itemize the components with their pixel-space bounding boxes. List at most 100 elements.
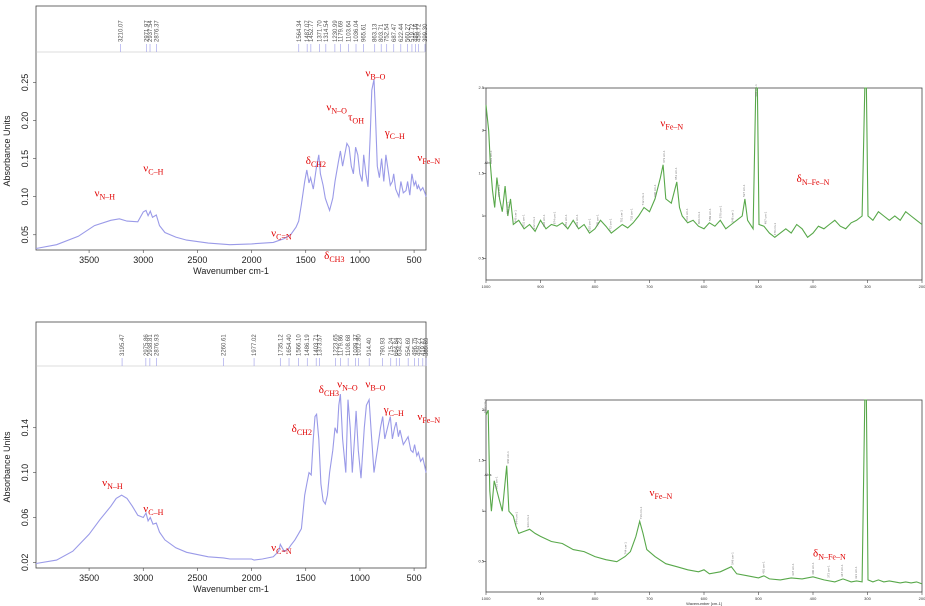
peak-marker: 1039.37 [354, 334, 360, 366]
y-tick-label: 1.5 [478, 458, 484, 463]
peak-marker: 664.84 [394, 337, 400, 366]
x-tick-label: 600 [701, 596, 708, 601]
x-tick-label: 3000 [133, 255, 153, 265]
raman-peak-label: 944 cm-1 [515, 511, 519, 524]
band-annotation: νC=N [271, 542, 292, 556]
raman-peak-label: 548 cm-1 [730, 210, 734, 223]
raman-peak-label: 716 cm-1 [639, 506, 643, 519]
y-axis-label: Absorbance Units [2, 115, 12, 187]
peak-marker: 554.69 [406, 337, 412, 366]
y-tick-label: 0.5 [478, 559, 484, 564]
x-tick-label: 200 [919, 596, 925, 601]
peak-marker: 1036.04 [354, 20, 360, 52]
peak-marker: 1564.34 [297, 20, 303, 52]
peak-label: 2971.97 [144, 20, 150, 42]
peak-label: 459.27 [416, 337, 422, 356]
peak-marker: 389.69 [424, 337, 430, 366]
band-annotation: νFe–N [660, 117, 683, 131]
peak-marker: 803.71 [379, 23, 385, 52]
x-tick-label: 200 [919, 284, 925, 289]
peak-marker: 1566.10 [297, 334, 303, 366]
raman-peak-label: 981 cm-1 [494, 476, 498, 489]
y-axis-label: Abs [485, 472, 492, 477]
y-tick-label: 2.5 [478, 85, 484, 90]
peak-marker: 1230.99 [333, 20, 339, 52]
peak-marker: 2937.54 [148, 20, 154, 52]
peak-marker: 1179.86 [338, 334, 344, 366]
peak-label: 1486.19 [305, 334, 311, 356]
band-annotation: δN–Fe–N [797, 173, 830, 187]
x-tick-label: 2500 [187, 255, 207, 265]
x-tick-label: 1000 [482, 596, 492, 601]
peak-label: 1230.99 [333, 20, 339, 42]
y-tick-label: 0.15 [20, 150, 30, 168]
peak-marker: 459.27 [416, 337, 422, 366]
band-annotation: νFe–N [417, 152, 440, 166]
peak-marker: 1977.02 [252, 334, 258, 366]
peak-label: 389.69 [424, 337, 430, 356]
peak-label: 2876.93 [155, 334, 161, 356]
peak-label: 2975.86 [144, 334, 150, 356]
peak-marker: 1403.71 [314, 334, 320, 366]
y-tick-label: 0.10 [20, 188, 30, 206]
plot-frame [35, 321, 427, 569]
y-tick-label: 1 [482, 213, 485, 218]
spectrum-line [485, 399, 923, 585]
raman-peak-label: 923 cm-1 [526, 515, 530, 528]
ir-spectrum-bottom: 3195.47 2975.86 2938.81 2876.93 2260.61 1977.… [0, 316, 466, 606]
band-annotation: δN–Fe–N [813, 548, 846, 562]
x-axis-label: Wavenumber cm-1 [193, 584, 269, 594]
band-annotation: νB–O [365, 378, 385, 392]
peak-marker: 1487.07 [305, 20, 311, 52]
peak-label: 1223.65 [334, 334, 340, 356]
peak-label: 554.69 [406, 337, 412, 356]
raman-peak-label: 487 cm-1 [764, 211, 768, 224]
peak-marker: 2975.86 [144, 334, 150, 366]
raman-spectrum-top: 200 300 400 500 600 700 800 900 1000 0.5 1 1.5 2 2.5 W… [476, 80, 925, 290]
peak-marker: 2971.97 [144, 20, 150, 52]
x-tick-label: 500 [755, 596, 762, 601]
peak-label: 1403.71 [314, 334, 320, 356]
x-axis-label: Wavenumber cm-1 [193, 266, 269, 276]
band-annotation: νN–H [95, 188, 116, 202]
peak-marker: 965.61 [362, 23, 368, 52]
raman-peak-label: 527 cm-1 [742, 184, 746, 197]
peak-label: 1373.57 [317, 334, 323, 356]
x-tick-label: 700 [646, 284, 653, 289]
raman-peak-label: 833 cm-1 [575, 214, 579, 227]
peak-label: 1371.70 [318, 20, 324, 42]
peak-marker: 790.93 [381, 337, 387, 366]
peak-marker: 1371.70 [318, 20, 324, 52]
x-tick-label: 600 [701, 284, 708, 289]
x-tick-label: 2500 [187, 573, 207, 583]
raman-peak-label: 673 cm-1 [662, 150, 666, 163]
peak-label: 1108.68 [346, 334, 352, 356]
y-tick-label: 2 [482, 407, 485, 412]
peak-marker: 560.27 [406, 23, 412, 52]
band-annotation: νB–O [365, 67, 385, 81]
raman-peak-label: 960 cm-1 [506, 451, 510, 464]
raman-peak-label: 912 cm-1 [532, 217, 536, 230]
raman-spectrum-bottom: 200 300 400 500 600 700 800 900 1000 0.5 1 1.5 2 Wave… [476, 392, 925, 606]
peak-marker: 519.72 [410, 23, 416, 52]
peak-marker: 1654.40 [287, 334, 293, 366]
band-annotation: γC–H [384, 127, 405, 141]
peak-label: 1012.80 [357, 334, 363, 356]
raman-peak-label: 931 cm-1 [522, 214, 526, 227]
peak-marker: 634.23 [398, 337, 404, 366]
x-tick-label: 300 [864, 284, 871, 289]
plot-frame [485, 87, 923, 281]
raman-peak-label: 991 cm-1 [489, 150, 493, 163]
x-axis-label: Wavenumber [cm-1] [686, 289, 722, 290]
y-tick-label: 2 [482, 128, 485, 133]
x-tick-label: 1500 [296, 573, 316, 583]
peak-label: 3210.07 [118, 20, 124, 42]
x-tick-label: 400 [810, 284, 817, 289]
peak-marker: 1373.57 [317, 334, 323, 366]
peak-label: 965.61 [362, 23, 368, 42]
x-tick-label: 1000 [482, 284, 492, 289]
x-tick-label: 500 [755, 284, 762, 289]
peak-marker: 459.72 [416, 23, 422, 52]
raman-peak-label: 874 cm-1 [553, 211, 557, 224]
peak-marker: 1179.69 [338, 20, 344, 52]
